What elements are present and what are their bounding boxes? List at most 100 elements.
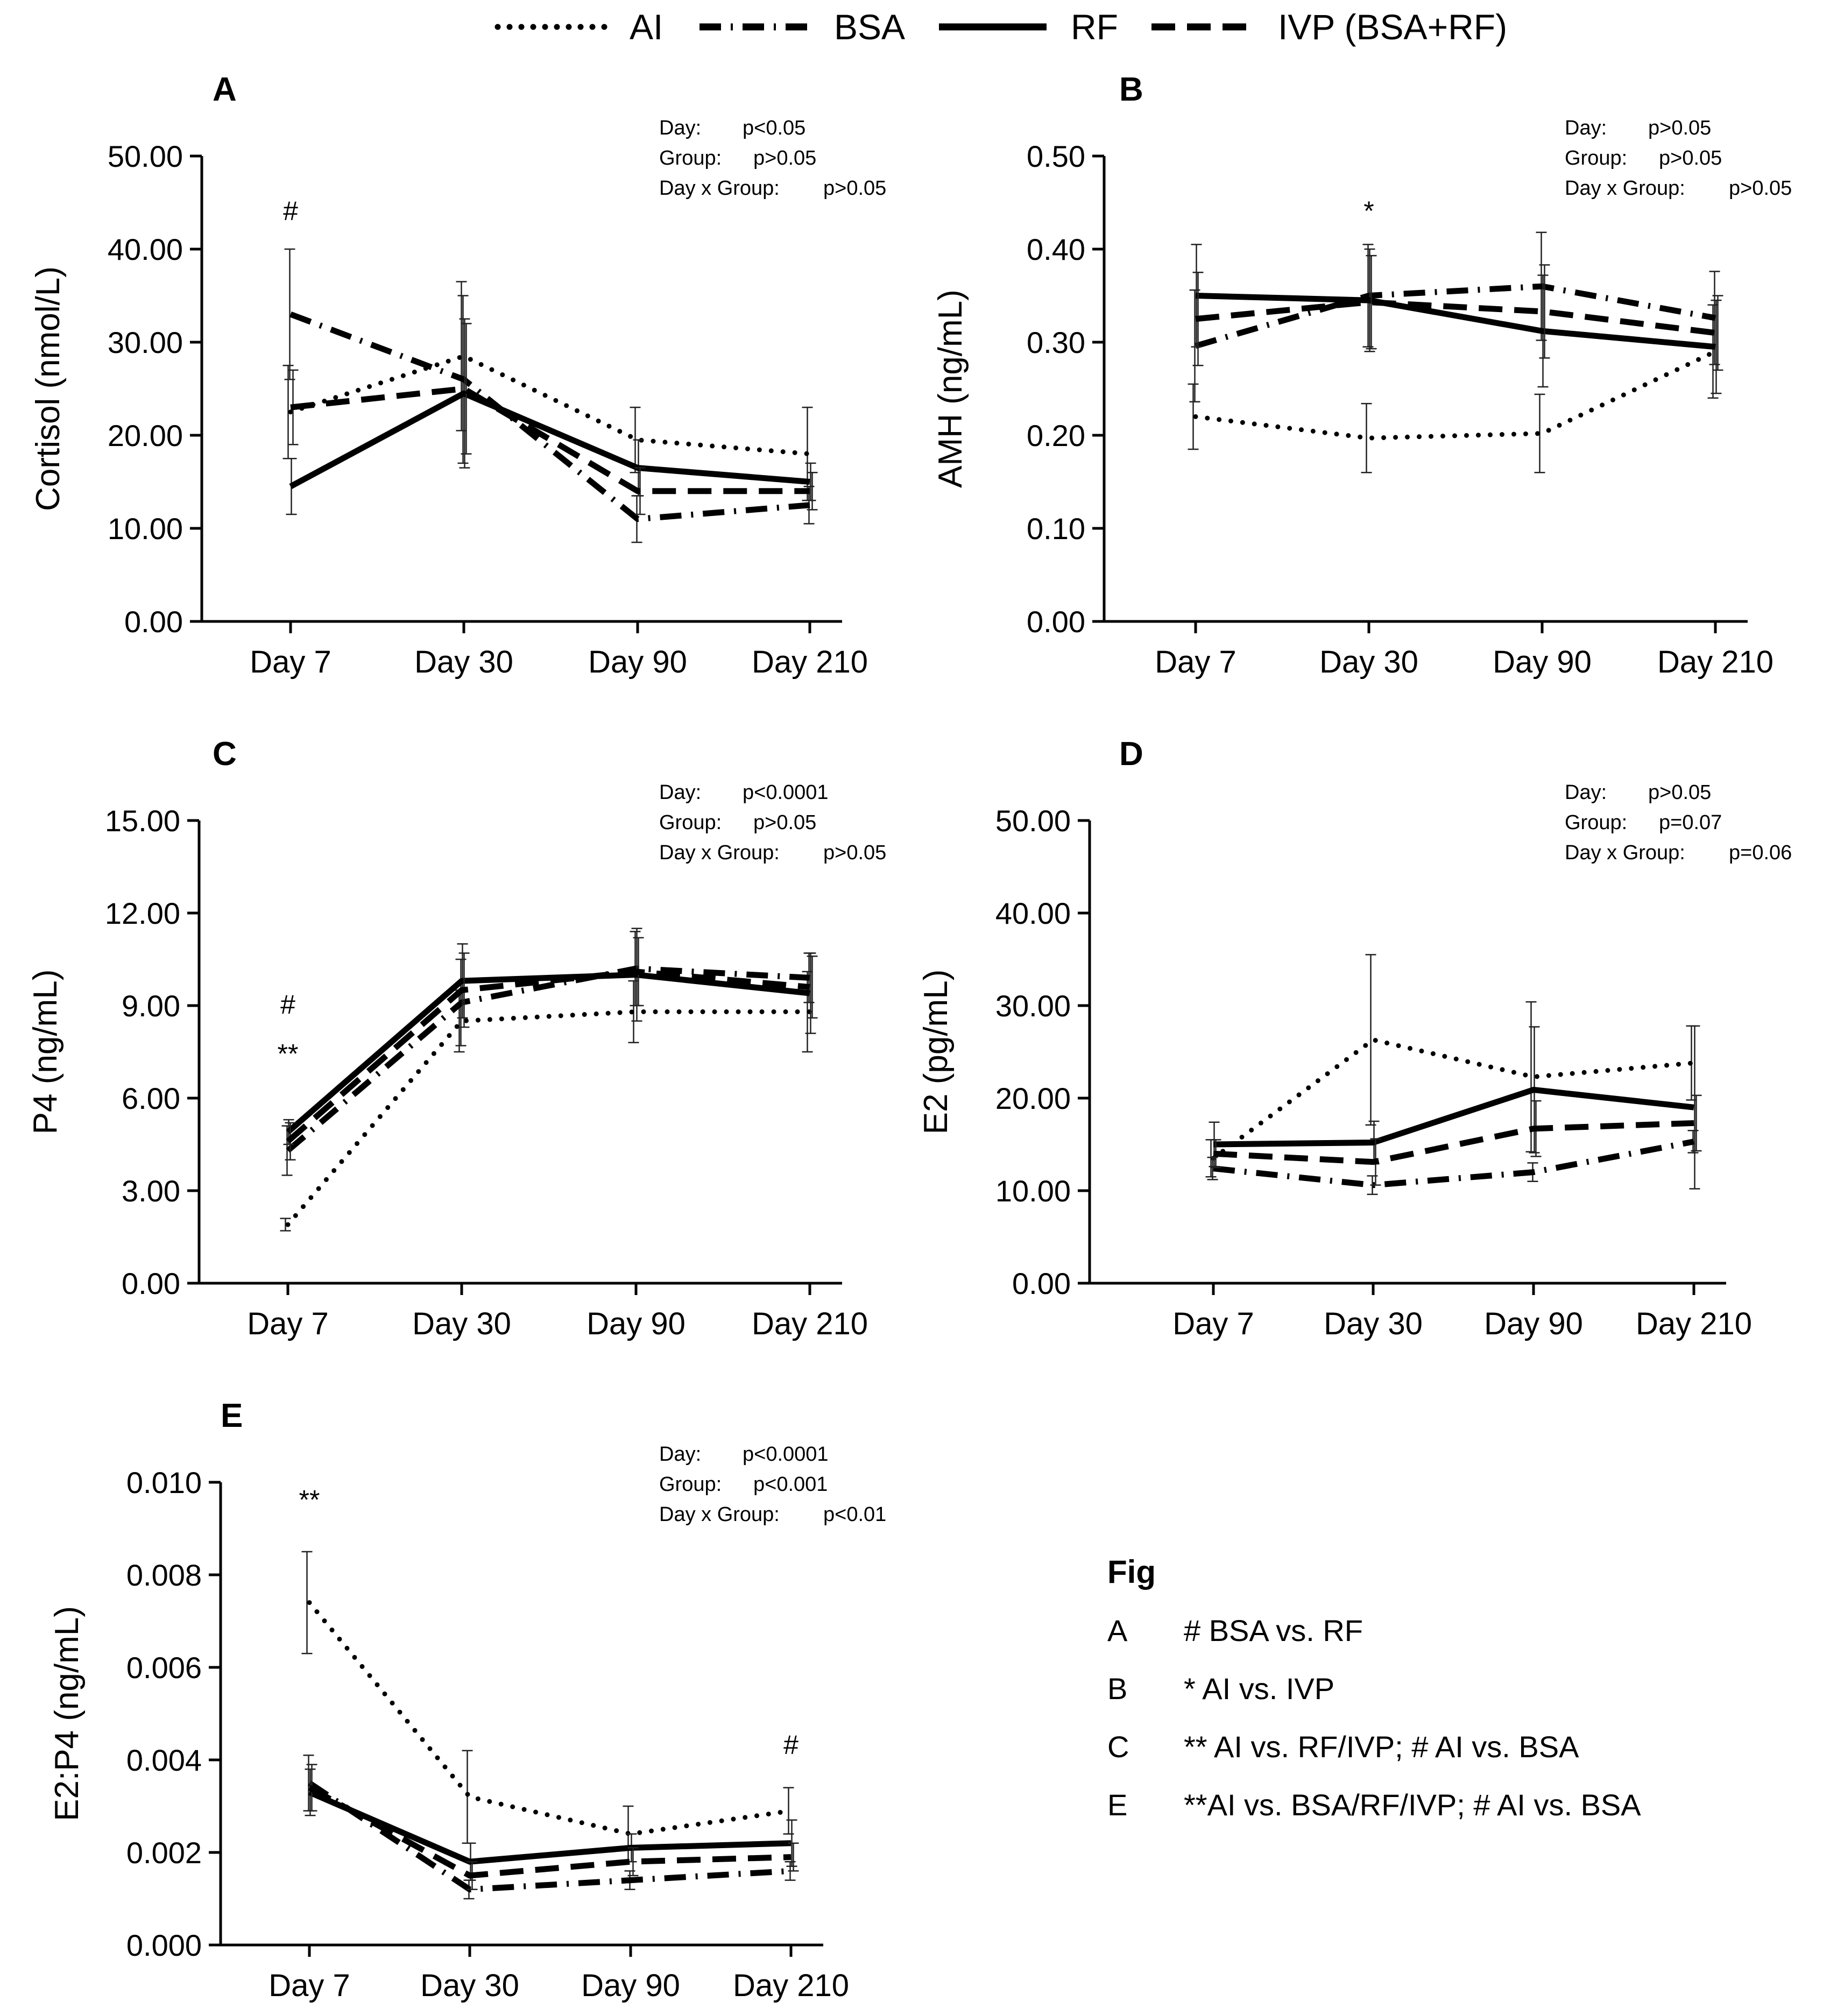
significance-mark-b: * bbox=[1363, 196, 1374, 226]
stat-value-b: p>0.05 bbox=[1659, 147, 1722, 169]
stat-label-a: Day x Group: bbox=[659, 177, 780, 200]
series-line-bsa bbox=[289, 311, 810, 522]
y-tick-label-d: 40.00 bbox=[995, 896, 1071, 930]
series-ivp-bsa-rf-c bbox=[285, 937, 818, 1161]
x-tick-label-a: Day 90 bbox=[588, 645, 687, 680]
x-tick-label-c: Day 210 bbox=[752, 1306, 868, 1341]
stat-label-e: Group: bbox=[659, 1473, 722, 1496]
y-tick-label-d: 50.00 bbox=[995, 804, 1071, 838]
series-line-bsa bbox=[1213, 1138, 1695, 1189]
series-rf-c bbox=[283, 928, 816, 1145]
legend-label-rf: RF bbox=[1071, 7, 1118, 47]
legend-label-ivp: IVP (BSA+RF) bbox=[1278, 7, 1507, 47]
x-tick-label-d: Day 210 bbox=[1636, 1306, 1752, 1341]
series-line-ivp-bsa-rf bbox=[290, 386, 810, 494]
x-tick-label-d: Day 7 bbox=[1172, 1306, 1254, 1341]
legend-label-ai: AI bbox=[630, 7, 663, 47]
stat-value-d: p=0.07 bbox=[1659, 811, 1722, 834]
x-tick-label-b: Day 210 bbox=[1657, 645, 1773, 680]
note-panel-b: B bbox=[1107, 1672, 1127, 1706]
x-tick-label-e: Day 30 bbox=[420, 1968, 519, 2003]
y-tick-label-d: 30.00 bbox=[995, 989, 1071, 1023]
stat-label-d: Day: bbox=[1565, 781, 1607, 804]
stat-value-d: p=0.06 bbox=[1729, 841, 1792, 864]
x-tick-label-e: Day 210 bbox=[733, 1968, 849, 2003]
series-line-ai bbox=[1193, 349, 1718, 441]
x-tick-label-b: Day 30 bbox=[1319, 645, 1418, 680]
x-tick-label-e: Day 7 bbox=[268, 1968, 350, 2003]
chart-panel-b: B 0.00 0.10 0.20 0.30 0.40 0.50 Day 7 Day 30 Day … bbox=[932, 71, 1792, 680]
series-ai-c bbox=[280, 971, 813, 1232]
y-tick-label-e: 0.002 bbox=[126, 1836, 202, 1870]
note-text-e: **AI vs. BSA/RF/IVP; # AI vs. BSA bbox=[1184, 1788, 1641, 1822]
stat-value-c: p<0.0001 bbox=[743, 781, 829, 804]
panel-letter-a: A bbox=[213, 71, 237, 108]
stat-value-b: p>0.05 bbox=[1648, 117, 1711, 139]
series-line-bsa bbox=[286, 965, 810, 1153]
y-tick-label-b: 0.10 bbox=[1027, 512, 1085, 546]
stat-label-c: Group: bbox=[659, 811, 722, 834]
note-text-a: # BSA vs. RF bbox=[1184, 1614, 1363, 1647]
stat-label-d: Day x Group: bbox=[1565, 841, 1685, 864]
y-tick-label-e: 0.010 bbox=[126, 1466, 202, 1499]
y-axis-title-c: P4 (ng/mL) bbox=[27, 970, 64, 1135]
y-tick-label-c: 6.00 bbox=[122, 1081, 180, 1115]
y-tick-label-c: 3.00 bbox=[122, 1174, 180, 1208]
y-axis-title-d: E2 (pg/mL) bbox=[917, 970, 955, 1135]
series-line-ivp-bsa-rf bbox=[1213, 1120, 1694, 1165]
series-bsa-d bbox=[1207, 1129, 1699, 1196]
stat-value-e: p<0.001 bbox=[753, 1473, 828, 1496]
series-ivp-bsa-rf-d bbox=[1210, 1094, 1702, 1186]
y-axis-title-b: AMH (ng/mL) bbox=[932, 289, 969, 488]
stat-value-c: p>0.05 bbox=[753, 811, 816, 834]
stat-value-a: p>0.05 bbox=[823, 177, 886, 200]
stat-label-e: Day: bbox=[659, 1443, 701, 1466]
legend-item-ai: AI bbox=[494, 7, 663, 47]
x-tick-label-d: Day 30 bbox=[1324, 1306, 1423, 1341]
legend-item-bsa: BSA bbox=[699, 7, 905, 47]
chart-panel-c: C 0.00 3.00 6.00 9.00 12.00 15.00 Day 7 Day 30 Da… bbox=[27, 735, 886, 1341]
series-line-rf bbox=[289, 390, 810, 489]
series-ivp-bsa-rf-b bbox=[1192, 254, 1723, 371]
panel-letter-d: D bbox=[1119, 735, 1143, 773]
stat-value-d: p>0.05 bbox=[1648, 781, 1711, 804]
series-line-ivp-bsa-rf bbox=[308, 1785, 792, 1879]
chart-panel-a: A 0.00 10.00 20.00 30.00 40.00 50.00 Day 7 Day 3… bbox=[30, 71, 886, 680]
series-bsa-b bbox=[1189, 231, 1720, 402]
chart-panel-e: E 0.000 0.002 0.004 0.006 0.008 0.010 Day 7 Day … bbox=[48, 1397, 886, 2003]
note-text-b: * AI vs. IVP bbox=[1184, 1672, 1334, 1706]
series-ai-e bbox=[301, 1551, 794, 1863]
legend-label-bsa: BSA bbox=[834, 7, 905, 47]
y-tick-label-e: 0.000 bbox=[126, 1928, 202, 1962]
figure-notes: Fig A # BSA vs. RF B * AI vs. IVP C ** A… bbox=[1107, 1554, 1641, 1822]
series-bsa-c bbox=[281, 931, 815, 1176]
panel-letter-b: B bbox=[1119, 71, 1143, 108]
note-text-c: ** AI vs. RF/IVP; # AI vs. BSA bbox=[1184, 1730, 1579, 1764]
stat-label-a: Group: bbox=[659, 147, 722, 169]
series-line-ivp-bsa-rf bbox=[286, 968, 810, 1144]
x-tick-label-a: Day 210 bbox=[752, 645, 868, 680]
y-axis-title-e: E2:P4 (ng/mL) bbox=[48, 1606, 86, 1821]
note-panel-c: C bbox=[1107, 1730, 1129, 1764]
series-rf-d bbox=[1209, 1025, 1700, 1190]
y-tick-label-e: 0.004 bbox=[126, 1743, 202, 1777]
y-tick-label-b: 0.20 bbox=[1027, 419, 1085, 452]
stat-label-b: Day: bbox=[1565, 117, 1607, 139]
significance-mark-e: # bbox=[783, 1730, 799, 1760]
series-rf-b bbox=[1191, 244, 1722, 394]
stat-label-c: Day x Group: bbox=[659, 841, 780, 864]
y-tick-label-d: 10.00 bbox=[995, 1174, 1071, 1208]
y-tick-label-e: 0.008 bbox=[126, 1558, 202, 1592]
series-rf-a bbox=[286, 318, 816, 515]
y-axis-title-a: Cortisol (nmol/L) bbox=[30, 266, 67, 511]
stat-value-e: p<0.0001 bbox=[743, 1443, 829, 1466]
x-tick-label-d: Day 90 bbox=[1484, 1306, 1583, 1341]
y-tick-label-b: 0.40 bbox=[1027, 232, 1085, 266]
y-tick-label-a: 0.00 bbox=[124, 605, 183, 639]
y-tick-label-a: 50.00 bbox=[108, 139, 183, 173]
series-ivp-bsa-rf-e bbox=[306, 1764, 799, 1891]
significance-mark-e: ** bbox=[299, 1484, 320, 1515]
legend: AI BSA RF IVP (BSA+RF) bbox=[494, 7, 1507, 47]
stat-label-e: Day x Group: bbox=[659, 1503, 780, 1526]
y-tick-label-c: 9.00 bbox=[122, 989, 180, 1023]
